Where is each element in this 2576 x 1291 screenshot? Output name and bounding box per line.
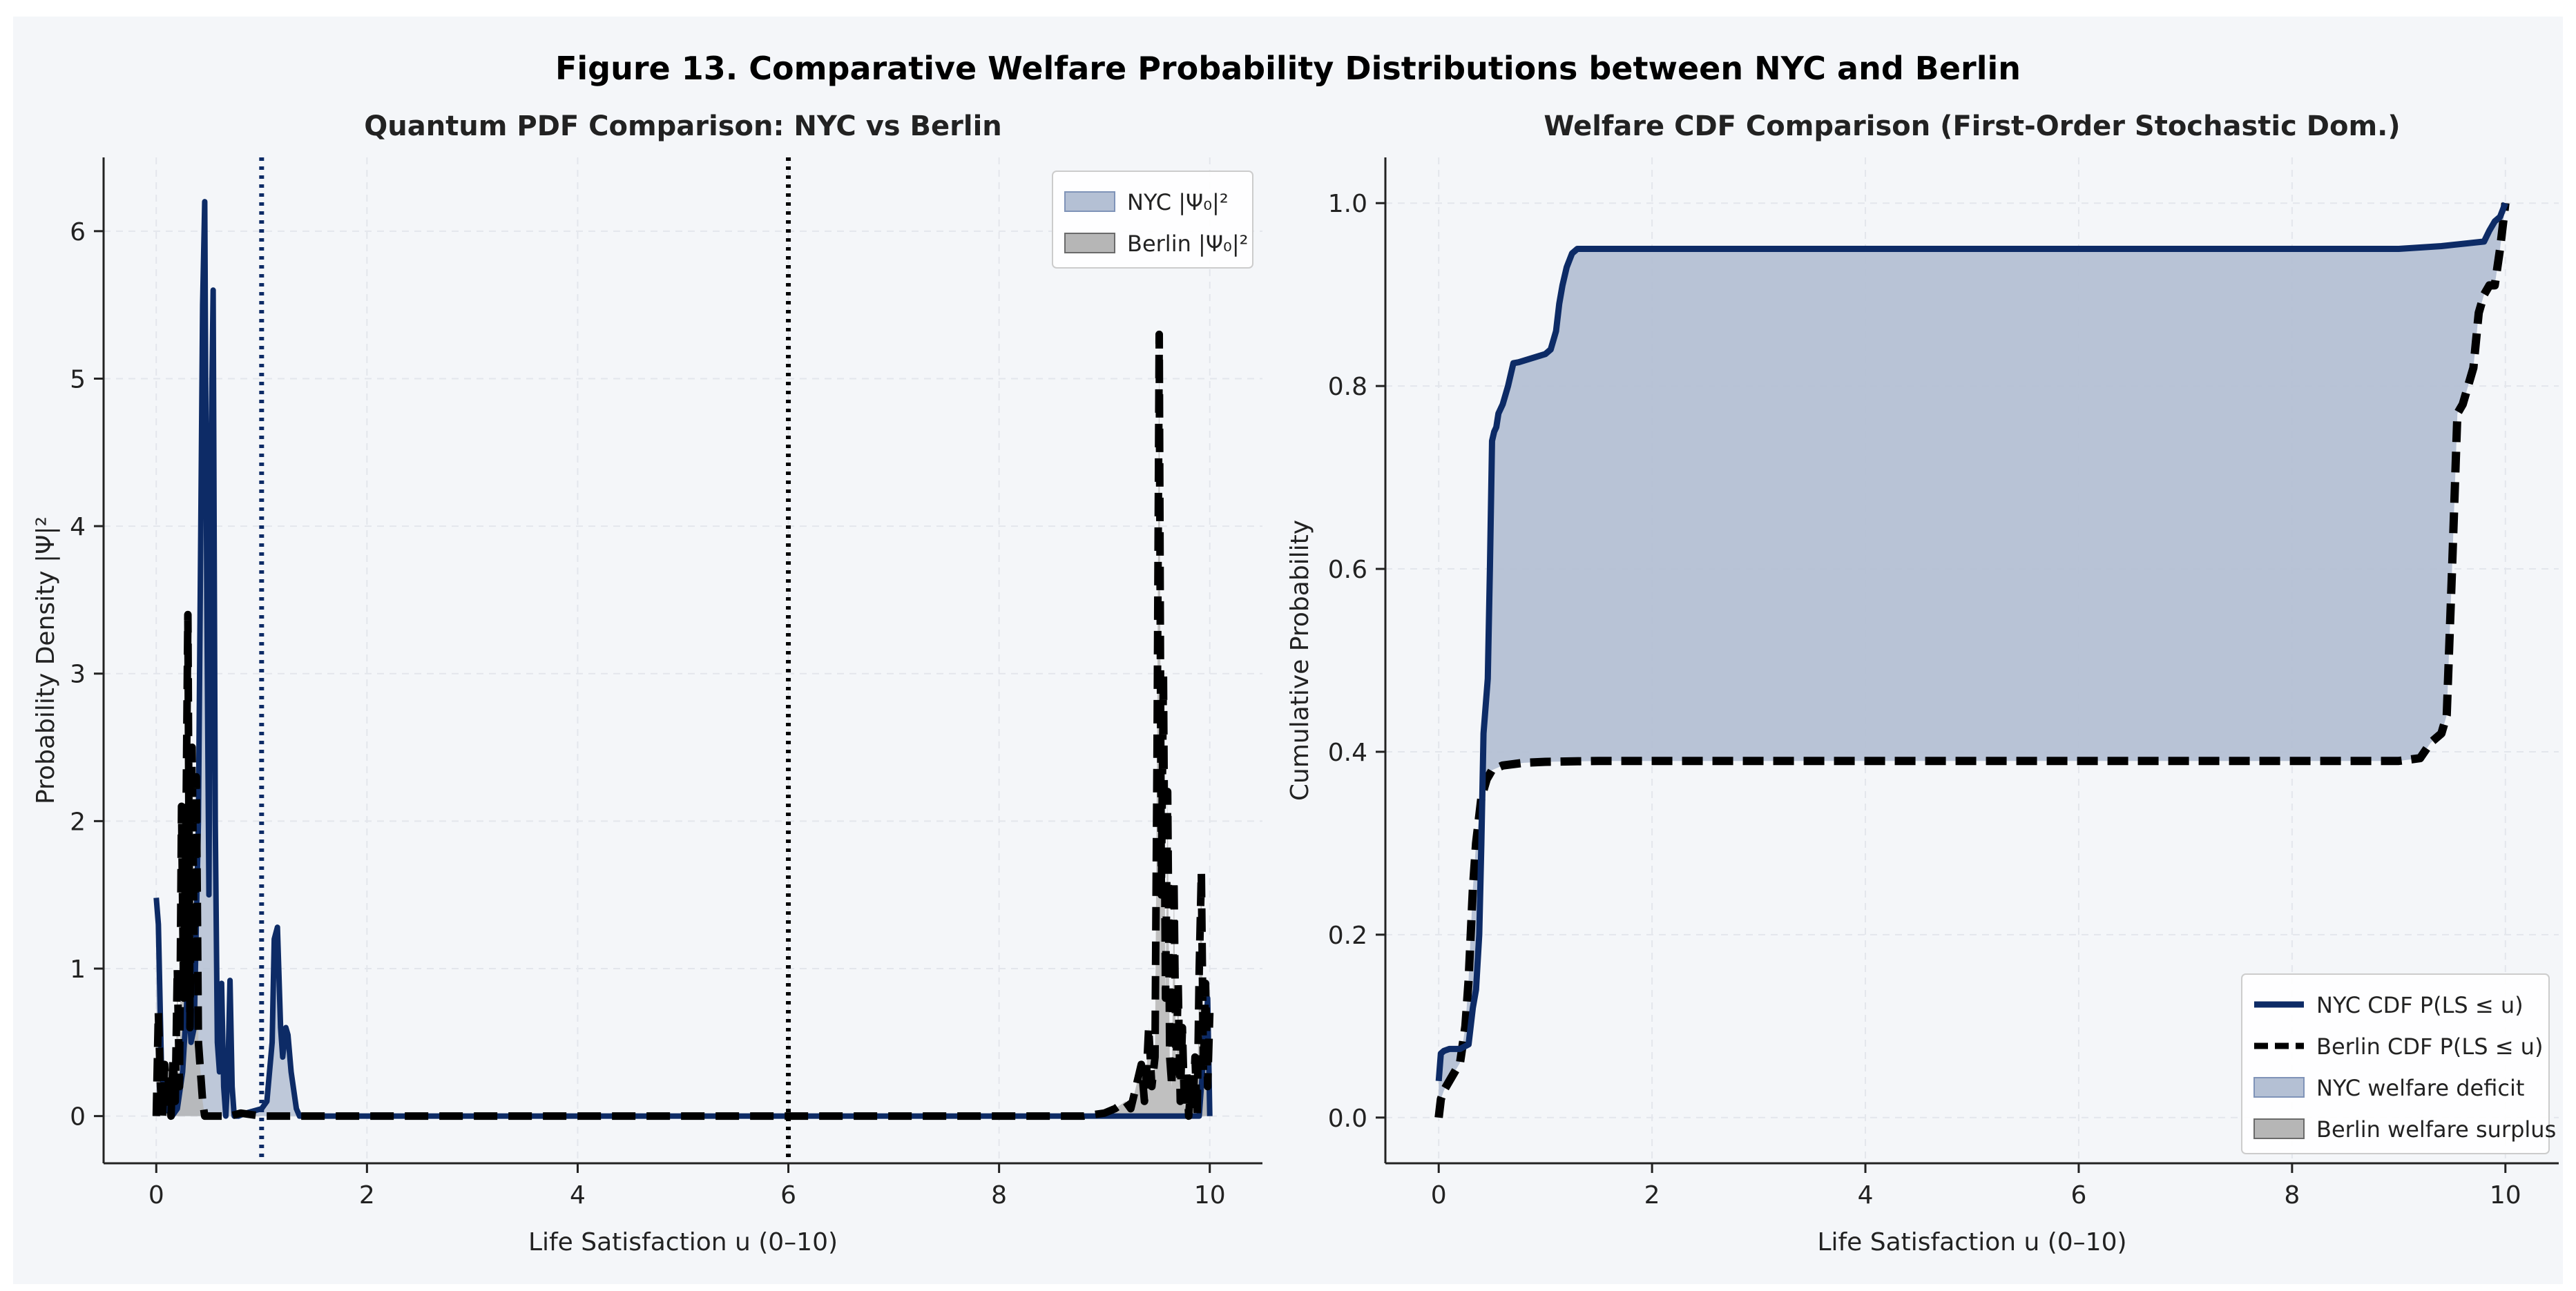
x-axis-label: Life Satisfaction u (0–10): [1817, 1228, 2126, 1256]
y-tick-label: 0.0: [1328, 1105, 1367, 1133]
y-tick-label: 1.0: [1328, 190, 1367, 218]
chart-title: Quantum PDF Comparison: NYC vs Berlin: [364, 110, 1002, 142]
y-tick-label: 0.2: [1328, 922, 1367, 950]
legend-label: NYC welfare deficit: [2316, 1075, 2524, 1101]
x-tick-label: 4: [570, 1181, 586, 1210]
x-tick-label: 10: [1194, 1181, 1226, 1210]
line-berlin: [152, 330, 1214, 1120]
legend-label: Berlin CDF P(LS ≤ u): [2316, 1033, 2543, 1060]
y-tick-label: 0.4: [1328, 739, 1367, 767]
area-nyc-welfare-deficit: [1439, 203, 2506, 1118]
y-tick-label: 4: [70, 513, 86, 541]
x-tick-label: 6: [780, 1181, 796, 1210]
x-tick-label: 6: [2071, 1181, 2087, 1210]
legend-label: Berlin |Ψ₀|²: [1127, 231, 1248, 257]
line-berlin: [1434, 202, 2510, 1118]
y-axis-label: Probability Density |Ψ|²: [32, 516, 60, 804]
y-tick-label: 2: [70, 808, 86, 836]
y-tick-label: 0.6: [1328, 556, 1367, 584]
area-nyc: [156, 202, 1210, 1116]
x-tick-label: 8: [2284, 1181, 2300, 1210]
x-tick-label: 2: [1644, 1181, 1660, 1210]
legend-swatch-nyc: [2253, 1077, 2305, 1098]
y-tick-label: 1: [70, 955, 86, 984]
plot-area: [152, 157, 1214, 1163]
x-tick-label: 10: [2490, 1181, 2521, 1210]
line-nyc: [1435, 202, 2508, 1082]
legend-swatch-berlin: [1064, 233, 1115, 253]
legend: NYC CDF P(LS ≤ u) Berlin CDF P(LS ≤ u) NYC…: [2241, 973, 2556, 1154]
legend-label: Berlin welfare surplus: [2316, 1116, 2556, 1143]
plot-area: [1434, 202, 2510, 1118]
legend-label: NYC CDF P(LS ≤ u): [2316, 992, 2524, 1018]
y-axis-label: Cumulative Probability: [1286, 520, 1314, 801]
x-tick-label: 0: [148, 1181, 164, 1210]
legend-swatch-nyc: [1064, 191, 1115, 212]
chart-title: Welfare CDF Comparison (First-Order Stoc…: [1544, 110, 2400, 142]
legend: NYC |Ψ₀|² Berlin |Ψ₀|²: [1052, 171, 1253, 269]
y-tick-label: 6: [70, 218, 86, 246]
figure-title: Figure 13. Comparative Welfare Probabili…: [555, 50, 2021, 87]
y-tick-label: 3: [70, 661, 86, 689]
legend-label: NYC |Ψ₀|²: [1127, 189, 1229, 215]
y-tick-label: 0: [70, 1103, 86, 1132]
chart-panel-2: 0 2 4 6 8 10 0.0 0.2 0.4 0.6 0.8 1.0 Welfare CDF Com…: [1286, 110, 2559, 1256]
line-nyc: [153, 199, 1213, 1119]
x-tick-label: 0: [1431, 1181, 1447, 1210]
legend-swatch-berlin: [2253, 1118, 2305, 1139]
chart-panel-1: 0 2 4 6 8 10 0 1 2 3 4 5 6 Quantum PDF Comparison: NY…: [32, 110, 1262, 1256]
legend-box: [2241, 973, 2550, 1154]
x-tick-label: 4: [1858, 1181, 1874, 1210]
x-tick-label: 8: [991, 1181, 1007, 1210]
y-tick-label: 5: [70, 365, 86, 394]
y-tick-label: 0.8: [1328, 373, 1367, 401]
area-berlin: [156, 334, 1210, 1116]
x-axis-label: Life Satisfaction u (0–10): [528, 1228, 838, 1256]
x-tick-label: 2: [359, 1181, 375, 1210]
